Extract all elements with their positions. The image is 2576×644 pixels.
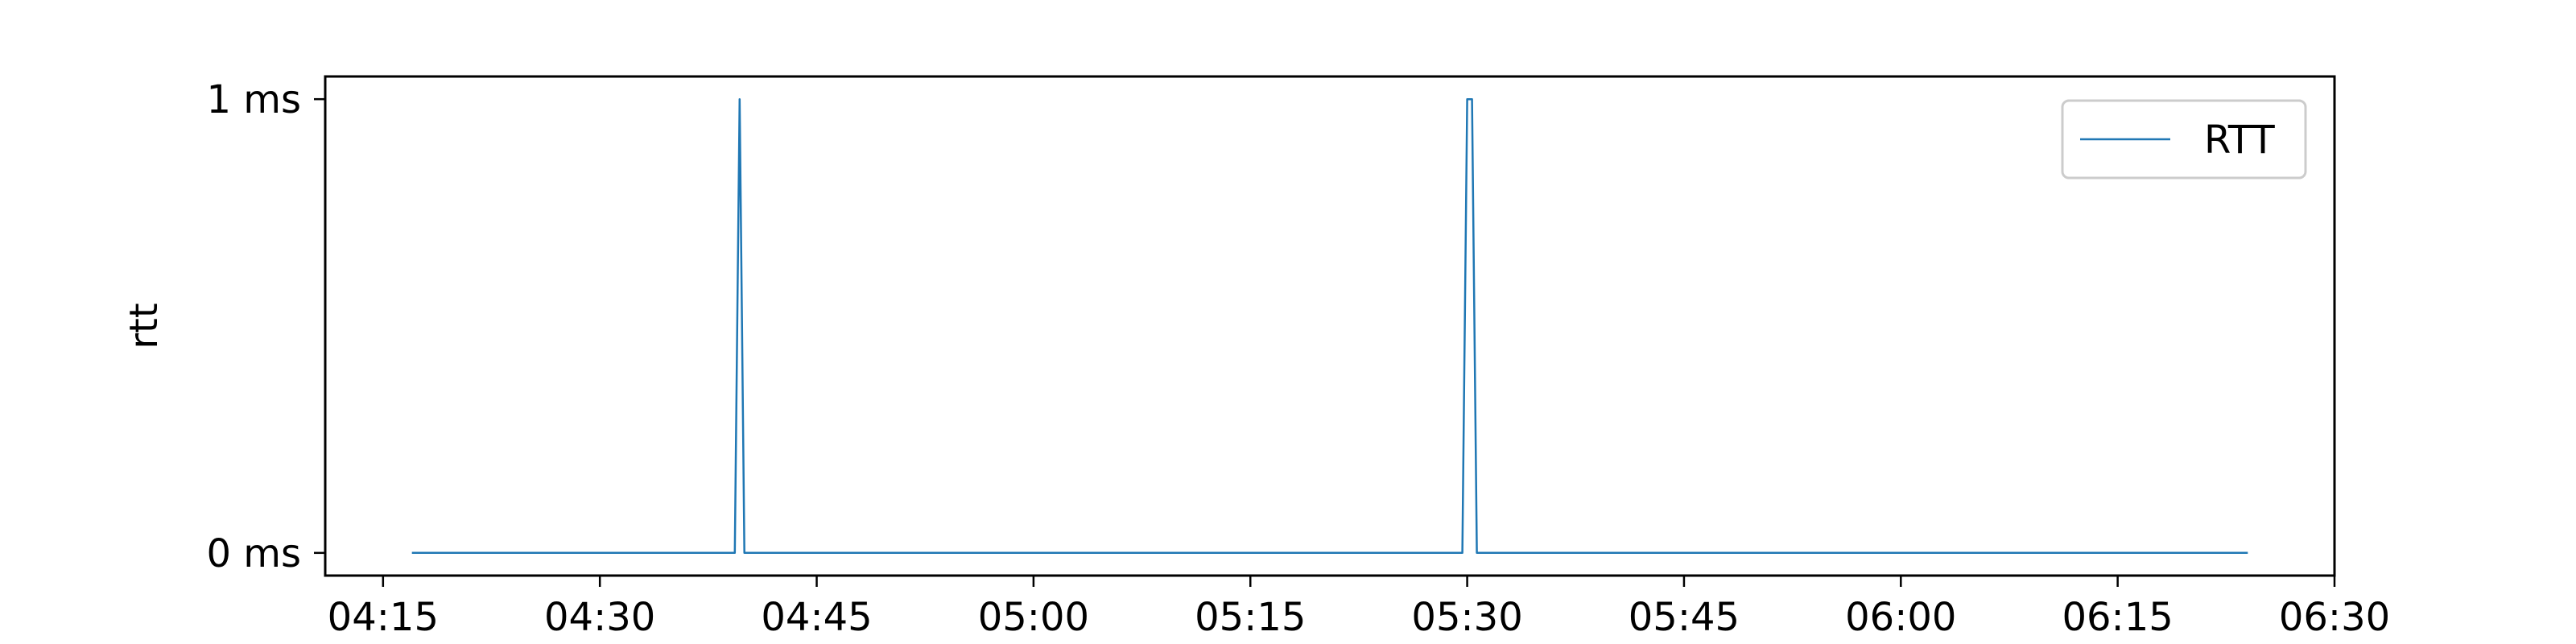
x-axis: 04:15 04:30 04:45 05:00 05:15 05:30 05:45 06:00… [328, 576, 2390, 640]
x-tick-label: 04:15 [328, 595, 439, 640]
y-tick-label: 1 ms [206, 77, 301, 122]
axes-frame [324, 75, 2336, 577]
y-tick-label: 0 ms [206, 531, 301, 576]
legend-box [2061, 99, 2307, 180]
x-tick-label: 04:30 [544, 595, 655, 640]
legend: RTT [2061, 99, 2307, 180]
plot-area [411, 97, 2248, 555]
x-tick-label: 04:45 [761, 595, 872, 640]
y-axis: 0 ms 1 ms [206, 77, 325, 576]
x-tick-label: 06:15 [2062, 595, 2173, 640]
x-tick-label: 05:15 [1195, 595, 1306, 640]
x-tick-label: 05:00 [978, 595, 1089, 640]
x-tick-label: 05:30 [1411, 595, 1522, 640]
y-axis-label: rtt [122, 303, 167, 349]
series-line-rtt [411, 97, 2248, 555]
x-tick-label: 06:00 [1845, 595, 1956, 640]
x-tick-label: 05:45 [1629, 595, 1740, 640]
legend-label-rtt: RTT [2204, 118, 2275, 163]
x-tick-label: 06:30 [2279, 595, 2390, 640]
